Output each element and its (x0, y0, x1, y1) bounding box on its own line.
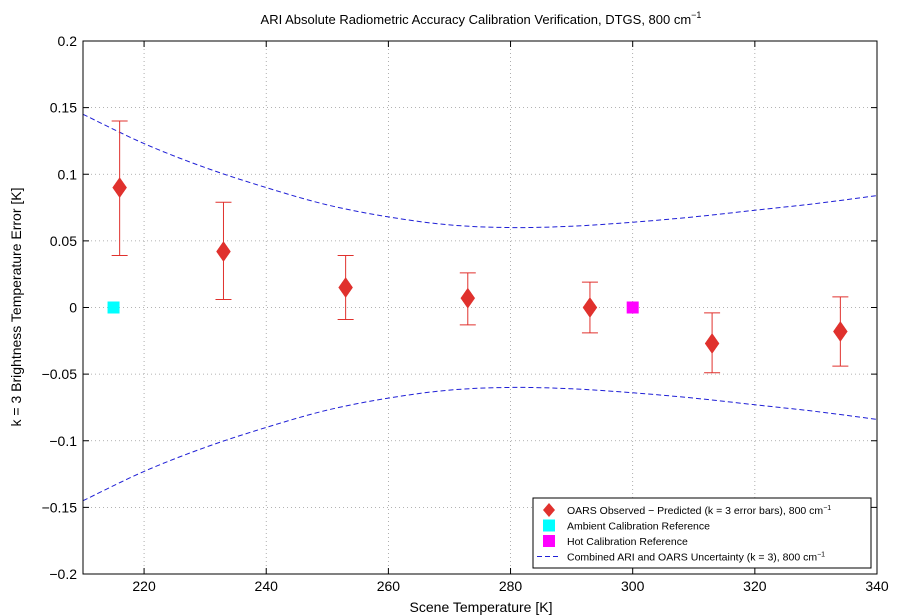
y-tick-label: −0.05 (42, 366, 78, 382)
x-tick-label: 240 (255, 578, 279, 594)
y-tick-label: 0.15 (50, 100, 77, 116)
observed-point (833, 321, 848, 342)
observed-point (460, 287, 476, 309)
legend-label: Hot Calibration Reference (567, 536, 688, 548)
x-tick-label: 300 (621, 578, 645, 594)
legend-label: Combined ARI and OARS Uncertainty (k = 3… (567, 552, 825, 564)
observed-point (112, 177, 127, 199)
y-axis-label: k = 3 Brightness Temperature Error [K] (8, 187, 24, 426)
legend-marker-ambient (543, 519, 555, 532)
y-tick-label: −0.2 (49, 566, 77, 582)
legend-label: OARS Observed − Predicted (k = 3 error b… (567, 505, 831, 517)
legend: OARS Observed − Predicted (k = 3 error b… (532, 497, 872, 569)
axis-ticks: 220 240 260 280 300 320 340 −0.2 −0.15 −0.1 −0.05 0… (42, 33, 889, 594)
legend-marker-observed (543, 503, 555, 517)
x-tick-label: 260 (377, 578, 401, 594)
plot-area-frame (82, 40, 878, 575)
x-tick-label: 340 (865, 578, 889, 594)
chart-title: ARI Absolute Radiometric Accuracy Calibr… (261, 10, 702, 27)
y-tick-label: −0.1 (49, 433, 77, 449)
x-tick-label: 320 (743, 578, 767, 594)
observed-point (216, 241, 231, 262)
data-marks (107, 120, 849, 374)
uncertainty-lower-line (82, 386, 878, 502)
y-tick-label: −0.15 (42, 499, 78, 515)
grid (83, 41, 877, 574)
y-tick-label: 0.2 (58, 33, 78, 49)
observed-point (704, 333, 720, 354)
legend-label: Ambient Calibration Reference (567, 521, 710, 533)
x-tick-label: 280 (499, 578, 523, 594)
chart-title-text: ARI Absolute Radiometric Accuracy Calibr… (261, 12, 692, 27)
hot-reference-point (626, 301, 639, 314)
y-tick-label: 0.1 (58, 166, 78, 182)
uncertainty-band (82, 113, 878, 502)
legend-marker-hot (543, 535, 555, 547)
chart-title-superscript: −1 (691, 10, 701, 20)
y-tick-label: 0 (69, 300, 77, 316)
observed-point (582, 297, 598, 318)
x-axis-label: Scene Temperature [K] (410, 599, 553, 615)
legend-box (532, 497, 872, 569)
observed-point (338, 277, 353, 298)
uncertainty-upper-line (82, 113, 878, 229)
y-tick-label: 0.05 (50, 233, 77, 249)
x-tick-label: 220 (132, 578, 156, 594)
ambient-reference-point (107, 301, 120, 314)
